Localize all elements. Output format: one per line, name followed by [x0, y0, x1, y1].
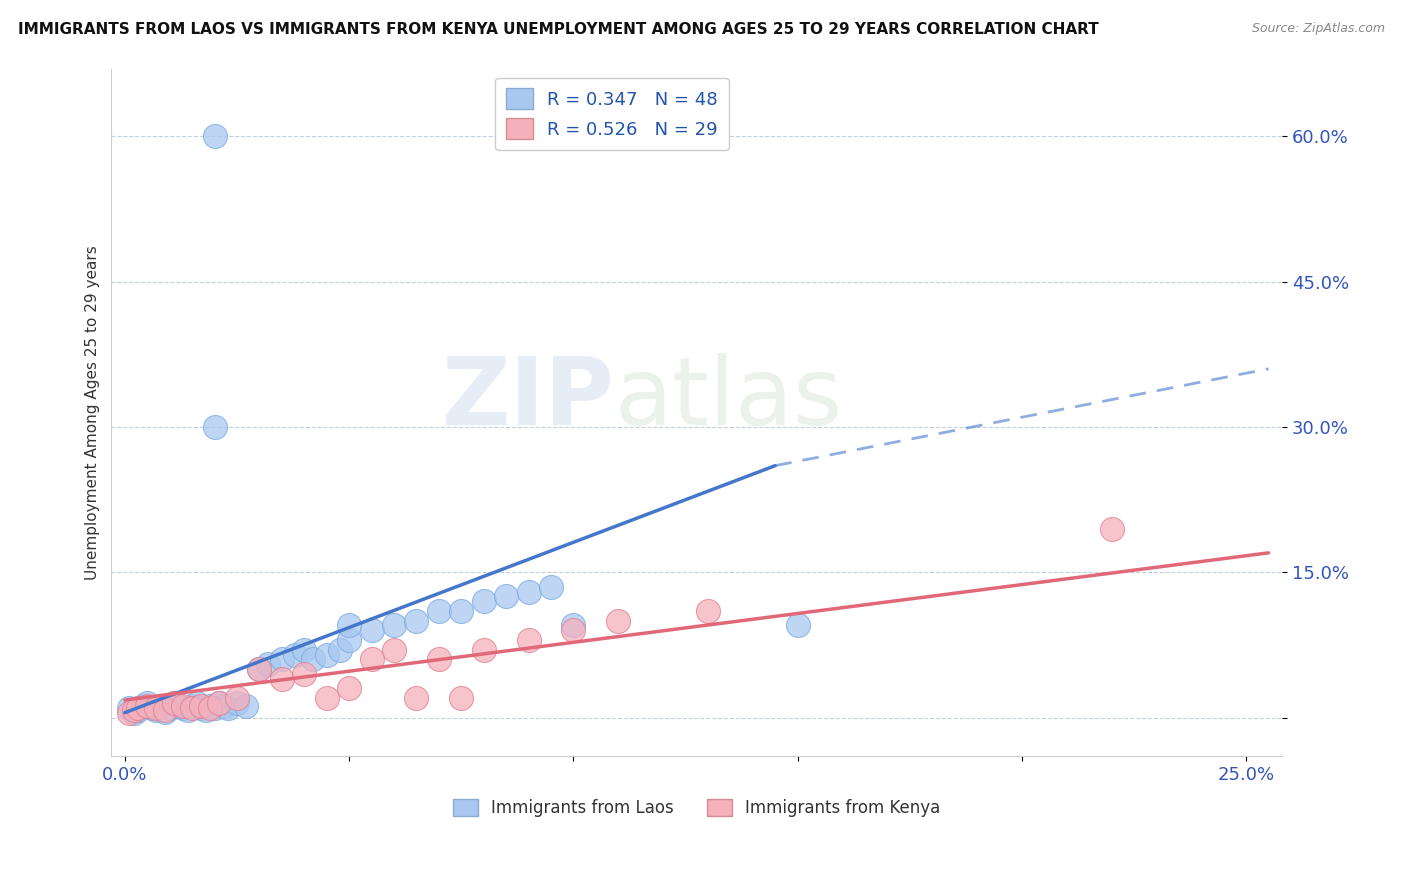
Point [127, 703, 149, 717]
Point [145, 703, 167, 717]
Point [382, 618, 405, 632]
Point [315, 691, 337, 706]
Y-axis label: Unemployment Among Ages 25 to 29 years: Unemployment Among Ages 25 to 29 years [86, 245, 100, 580]
Point [235, 698, 257, 713]
Point [141, 701, 163, 715]
Point [127, 701, 149, 715]
Point [122, 706, 145, 720]
Point [472, 594, 495, 608]
Point [786, 618, 808, 632]
Point [226, 696, 249, 710]
Point [517, 584, 540, 599]
Point [284, 648, 307, 662]
Point [136, 696, 159, 710]
Point [337, 681, 360, 696]
Point [149, 698, 172, 713]
Point [132, 698, 155, 713]
Point [405, 614, 427, 628]
Point [337, 618, 360, 632]
Point [159, 701, 181, 715]
Point [190, 701, 212, 715]
Point [450, 604, 472, 618]
Point [360, 624, 382, 638]
Point [186, 696, 208, 710]
Point [181, 698, 204, 713]
Point [249, 662, 271, 676]
Point [198, 701, 221, 715]
Point [155, 703, 177, 717]
Point [122, 703, 145, 717]
Point [292, 642, 315, 657]
Point [696, 604, 718, 618]
Point [176, 703, 198, 717]
Point [181, 701, 204, 715]
Point [495, 590, 517, 604]
Point [450, 691, 472, 706]
Point [427, 652, 450, 666]
Point [257, 657, 280, 672]
Point [270, 672, 292, 686]
Point [194, 703, 217, 717]
Point [212, 698, 235, 713]
Text: Source: ZipAtlas.com: Source: ZipAtlas.com [1251, 22, 1385, 36]
Point [226, 691, 249, 706]
Text: IMMIGRANTS FROM LAOS VS IMMIGRANTS FROM KENYA UNEMPLOYMENT AMONG AGES 25 TO 29 Y: IMMIGRANTS FROM LAOS VS IMMIGRANTS FROM … [18, 22, 1099, 37]
Point [163, 696, 186, 710]
Point [517, 633, 540, 648]
Point [540, 580, 562, 594]
Point [204, 420, 226, 434]
Point [198, 698, 221, 713]
Point [217, 701, 239, 715]
Point [382, 642, 405, 657]
Point [270, 652, 292, 666]
Point [118, 706, 141, 720]
Legend: Immigrants from Laos, Immigrants from Kenya: Immigrants from Laos, Immigrants from Ke… [446, 792, 948, 823]
Point [208, 696, 231, 710]
Point [1101, 522, 1123, 536]
Point [167, 698, 190, 713]
Point [145, 701, 167, 715]
Point [337, 633, 360, 648]
Point [172, 698, 194, 713]
Point [249, 662, 271, 676]
Point [607, 614, 630, 628]
Point [204, 129, 226, 144]
Point [472, 642, 495, 657]
Point [292, 667, 315, 681]
Point [427, 604, 450, 618]
Point [562, 618, 585, 632]
Point [302, 652, 325, 666]
Point [118, 701, 141, 715]
Point [136, 698, 159, 713]
Point [562, 624, 585, 638]
Point [360, 652, 382, 666]
Point [208, 696, 231, 710]
Point [163, 696, 186, 710]
Text: atlas: atlas [614, 352, 844, 444]
Point [204, 701, 226, 715]
Point [315, 648, 337, 662]
Point [190, 698, 212, 713]
Point [155, 705, 177, 719]
Point [405, 691, 427, 706]
Point [172, 701, 194, 715]
Point [329, 642, 352, 657]
Text: ZIP: ZIP [441, 352, 614, 444]
